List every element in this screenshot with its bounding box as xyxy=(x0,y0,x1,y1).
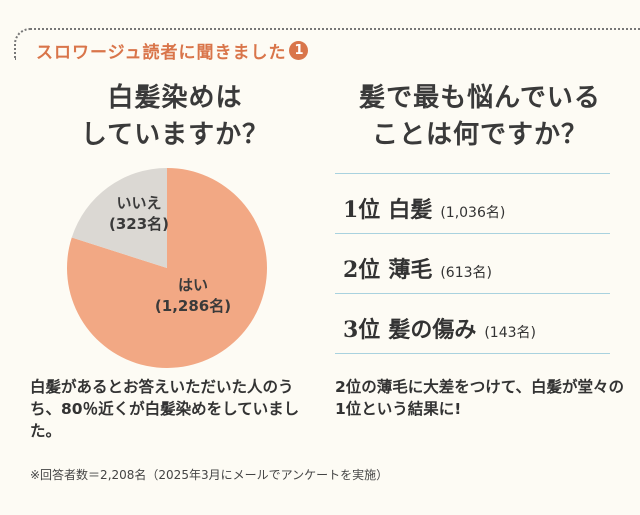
ranking-row-1: 1位 白髪 (1,036名) xyxy=(343,192,505,224)
question-1-line-2: していますか？ xyxy=(80,120,270,150)
pie-label-yes-count: (1,286名) xyxy=(154,297,232,315)
ranking-row-2: 2位 薄毛 (613名) xyxy=(343,252,492,284)
question-1-title: 白髪染めは していますか？ xyxy=(30,80,320,154)
question-2-line-1: 髪で最も悩んでいる xyxy=(359,83,601,113)
survey-header: スロワージュ読者に聞きました 1 xyxy=(36,38,309,63)
ranking-3-position: 3位 xyxy=(343,317,381,343)
question-1-line-1: 白髪染めは xyxy=(107,83,243,113)
ranking-divider xyxy=(335,353,610,354)
pie-label-no-count: (323名) xyxy=(108,215,170,233)
ranking-1-position: 1位 xyxy=(343,197,381,223)
survey-number-badge: 1 xyxy=(289,41,309,60)
pie-label-no: いいえ (323名) xyxy=(104,193,174,235)
pie-label-no-text: いいえ xyxy=(116,194,162,212)
ranking-3-name: 髪の傷み xyxy=(388,317,477,343)
survey-footnote: ※回答者数＝2,208名（2025年3月にメールでアンケートを実施） xyxy=(30,468,389,482)
ranking-divider xyxy=(335,173,610,174)
question-2-line-2: ことは何ですか？ xyxy=(371,120,588,150)
ranking-3-count: (143名) xyxy=(484,325,536,341)
pie-slice-no xyxy=(71,168,167,268)
survey-header-title: スロワージュ読者に聞きました xyxy=(36,43,287,63)
question-2-title: 髪で最も悩んでいる ことは何ですか？ xyxy=(330,80,630,154)
hair-concern-summary-text: 2位の薄毛に大差をつけて、白髪が堂々の1位という結果に! xyxy=(335,378,625,418)
ranking-2-name: 薄毛 xyxy=(388,257,433,283)
pie-label-yes: はい (1,286名) xyxy=(148,275,238,317)
header-frame xyxy=(14,28,640,60)
ranking-1-count: (1,036名) xyxy=(440,205,506,221)
hair-dye-pie-chart xyxy=(67,168,267,368)
ranking-2-count: (613名) xyxy=(440,265,492,281)
ranking-1-name: 白髪 xyxy=(388,197,433,223)
hair-dye-summary-text: 白髪があるとお答えいただいた人のうち、80％近くが白髪染めをしていました。 xyxy=(30,378,300,440)
ranking-2-position: 2位 xyxy=(343,257,381,283)
ranking-divider xyxy=(335,293,610,294)
ranking-row-3: 3位 髪の傷み (143名) xyxy=(343,312,536,344)
ranking-divider xyxy=(335,233,610,234)
pie-label-yes-text: はい xyxy=(177,276,208,294)
